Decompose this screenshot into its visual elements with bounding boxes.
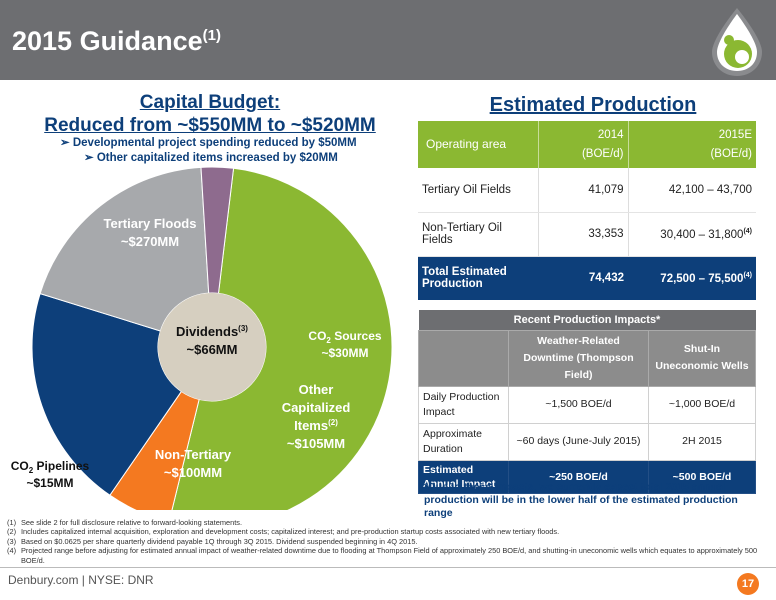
label-non-tertiary: Non-Tertiary	[155, 447, 232, 462]
table-total-row: Total Estimated Production 74,432 72,500…	[418, 256, 756, 300]
label-other-3: Items(2)	[294, 418, 338, 433]
label-co2-pipelines: CO2 Pipelines	[11, 459, 90, 475]
label-other-1: Other	[299, 382, 334, 397]
impacts-note: *Due to these impacts, we currently expe…	[424, 481, 738, 519]
page-title: 2015 Guidance(1)	[12, 26, 221, 56]
denbury-logo-icon	[712, 8, 762, 76]
header-2015: 2015E (BOE/d)	[627, 121, 756, 168]
impacts-table: Recent Production Impacts* Weather-Relat…	[418, 310, 756, 494]
table-header-row: Operating area 2014 (BOE/d) 2015E (BOE/d)	[418, 121, 756, 168]
value-co2-pipelines: ~$15MM	[26, 476, 73, 490]
table-row: Non-Tertiary Oil Fields 33,353 30,400 – …	[418, 212, 756, 257]
value-co2-sources: ~$30MM	[321, 346, 368, 360]
footnote-item: (2) Includes capitalized internal acquisi…	[7, 527, 560, 537]
table-total-row: Estimated Annual Impact ~250 BOE/d ~500 …	[418, 459, 756, 494]
capital-budget-title: Capital Budget: Reduced from ~$550MM to …	[44, 92, 376, 136]
label-other-2: Capitalized	[282, 400, 351, 415]
header-bar: 2015 Guidance(1)	[0, 0, 776, 80]
impacts-header-row: Weather-Related Downtime (Thompson Field…	[418, 329, 756, 387]
center-value: ~$66MM	[187, 342, 238, 357]
table-row: Approximate Duration ~60 days (June-July…	[418, 422, 756, 461]
page-number-badge: 17	[737, 573, 759, 595]
header-2014: 2014 (BOE/d)	[537, 121, 628, 168]
header-area: Operating area	[418, 121, 538, 168]
footnote-item: (4) Projected range before adjusting for …	[7, 546, 758, 565]
production-table: Operating area 2014 (BOE/d) 2015E (BOE/d) …	[418, 121, 756, 300]
footnote-item: (3) Based on $0.0625 per share quarterly …	[7, 536, 418, 546]
footnote-item: (1) See slide 2 for full disclosure relat…	[7, 518, 243, 527]
center-label: Dividends(3)	[176, 324, 248, 339]
label-tertiary-floods: Tertiary Floods	[104, 216, 197, 231]
value-other: ~$105MM	[287, 436, 345, 451]
label-co2-sources: CO2 Sources	[308, 329, 381, 345]
value-tertiary-floods: ~$270MM	[121, 234, 179, 249]
estimated-production-title: Estimated Production	[489, 94, 697, 116]
capital-bullets: ➢ Developmental project spending reduced…	[60, 136, 380, 166]
impacts-caption-row: Recent Production Impacts*	[418, 310, 756, 330]
footer-text: Denbury.com | NYSE: DNR	[8, 573, 154, 587]
capital-budget-chart: Dividends(3) ~$66MM Tertiary Floods ~$27…	[11, 166, 393, 510]
table-row: Tertiary Oil Fields 41,079 42,100 – 43,7…	[418, 168, 756, 213]
bullet-item: ➢ Developmental project spending reduced…	[60, 137, 357, 149]
bullet-item: ➢ Other capitalized items increased by $…	[84, 152, 338, 164]
table-row: Daily Production Impact ~1,500 BOE/d ~1,…	[418, 385, 756, 424]
value-non-tertiary: ~$100MM	[164, 465, 222, 480]
footnotes: (1) See slide 2 for full disclosure relat…	[7, 518, 767, 565]
dividends-center-circle	[158, 293, 266, 401]
footer-divider	[0, 567, 776, 568]
